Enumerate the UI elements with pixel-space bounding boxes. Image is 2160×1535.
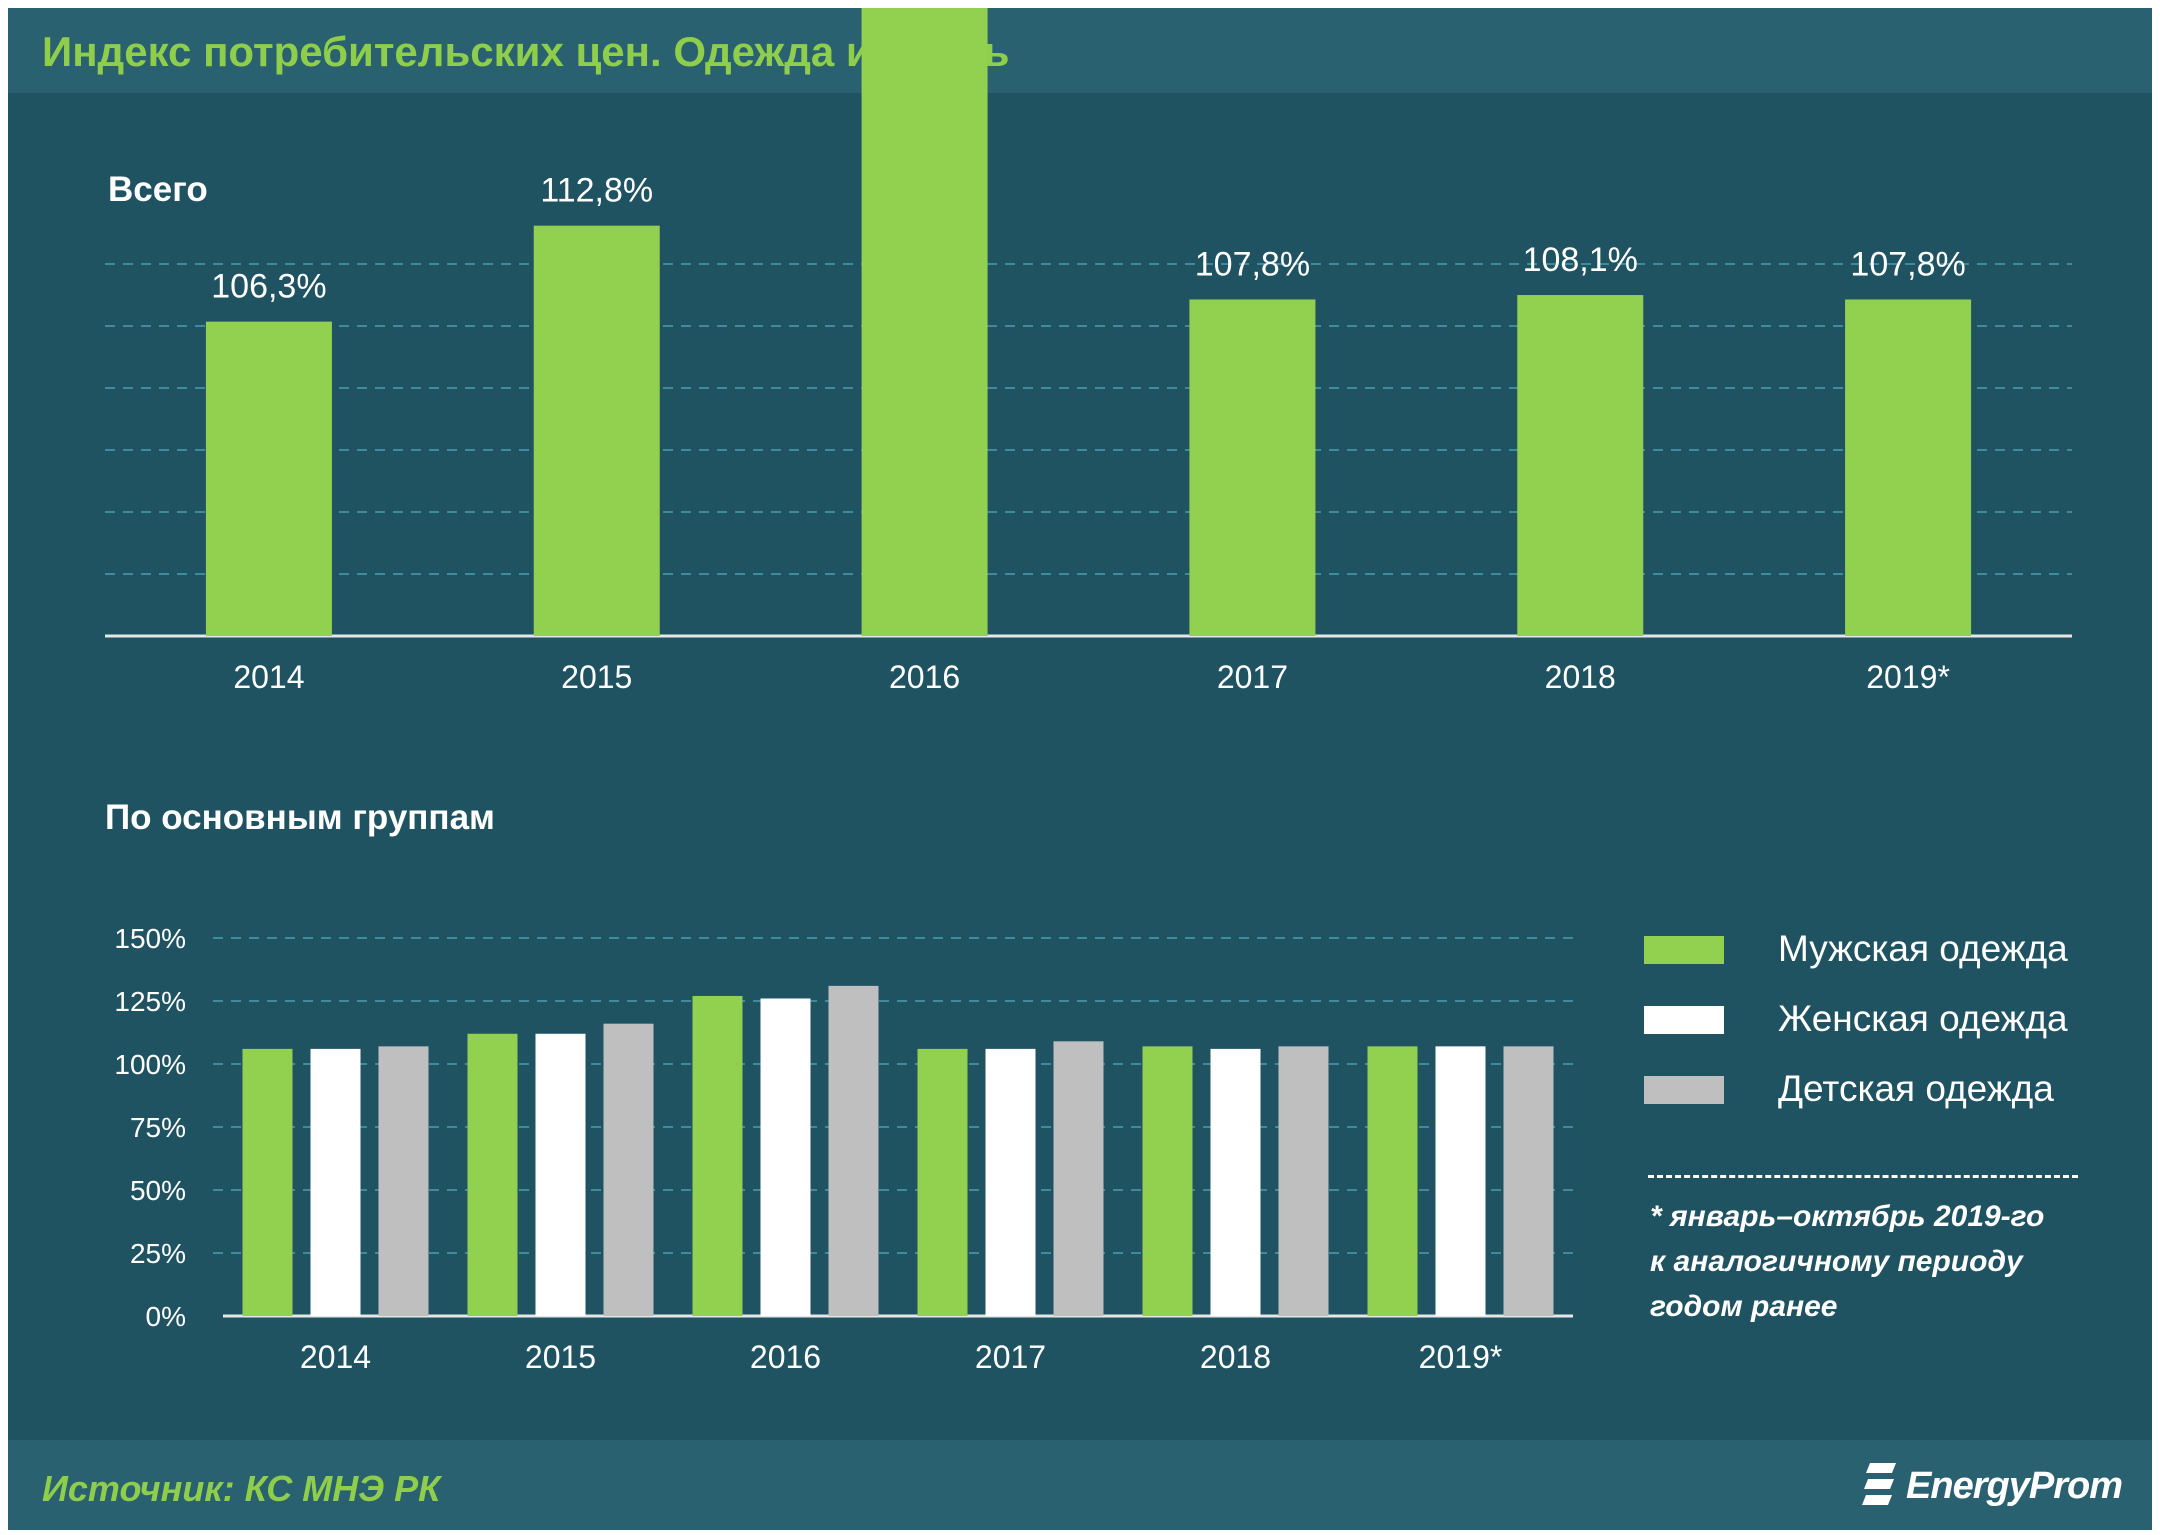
x-tick-label: 2019* (1866, 659, 1950, 695)
legend-swatch-men (1644, 936, 1724, 964)
x-tick-label: 2018 (1200, 1339, 1271, 1375)
y-tick-label: 0% (146, 1301, 186, 1332)
footnote-line-2: к аналогичному периоду (1650, 1245, 2023, 1278)
bar-children-2019* (1503, 1046, 1554, 1316)
bar-men-2014 (242, 1048, 293, 1316)
legend-label-women: Женская одежда (1778, 998, 2068, 1039)
bar-women-2018 (1210, 1048, 1261, 1316)
x-tick-label: 2015 (525, 1339, 596, 1375)
x-tick-label: 2015 (561, 659, 632, 695)
data-label: 106,3% (211, 268, 326, 306)
y-tick-label: 25% (130, 1238, 186, 1269)
bar-total-2016 (861, 8, 988, 636)
footnote-line-3: годом ранее (1650, 1290, 1838, 1323)
chart1-title: Всего (108, 170, 208, 209)
footnote-line-1: * январь–октябрь 2019-го (1650, 1200, 2045, 1233)
bar-women-2017 (985, 1048, 1036, 1316)
bar-children-2018 (1278, 1046, 1329, 1316)
chart2-title: По основным группам (105, 798, 495, 837)
legend-label-men: Мужская одежда (1778, 928, 2068, 969)
x-tick-label: 2018 (1545, 659, 1616, 695)
x-tick-label: 2014 (300, 1339, 371, 1375)
data-label: 112,8% (540, 172, 653, 210)
data-label: 108,1% (1523, 241, 1638, 279)
x-tick-label: 2017 (975, 1339, 1046, 1375)
bar-total-2017 (1189, 299, 1316, 636)
data-label: 107,8% (1850, 245, 1965, 283)
x-tick-label: 2019* (1419, 1339, 1503, 1375)
energyprom-logo-icon (1862, 1463, 1897, 1505)
source-text: Источник: КС МНЭ РК (42, 1468, 441, 1509)
energyprom-logo: EnergyProm (1862, 1458, 2123, 1514)
y-tick-label: 75% (130, 1112, 186, 1143)
bar-men-2016 (692, 995, 743, 1316)
bar-children-2017 (1053, 1041, 1104, 1316)
total-cpi-chart: 106,3%2014112,8%2015127,9%2016107,8%2017… (105, 8, 2072, 695)
y-tick-label: 100% (114, 1049, 186, 1080)
legend-label-children: Детская одежда (1778, 1068, 2054, 1109)
bar-total-2018 (1517, 295, 1644, 636)
legend-separator (1648, 1175, 2078, 1178)
bar-women-2016 (760, 998, 811, 1316)
infographic-frame: Индекс потребительских цен. Одежда и обу… (8, 8, 2152, 1530)
x-tick-label: 2017 (1217, 659, 1288, 695)
title-bar: Индекс потребительских цен. Одежда и обу… (8, 8, 2152, 93)
bar-men-2015 (467, 1033, 518, 1316)
bar-men-2019* (1367, 1046, 1418, 1316)
bar-women-2019* (1435, 1046, 1486, 1316)
y-tick-label: 150% (114, 923, 186, 954)
bar-men-2018 (1142, 1046, 1193, 1316)
groups-cpi-chart: 0% 25% 50% 75% 100% 125% 150% 2014 2015 2016 2017 2… (114, 923, 1573, 1375)
bar-total-2015 (533, 225, 660, 636)
legend-swatch-children (1644, 1076, 1724, 1104)
bar-total-2019* (1845, 299, 1972, 636)
bar-children-2016 (828, 985, 879, 1316)
y-tick-label: 125% (114, 986, 186, 1017)
bar-total-2014 (205, 321, 332, 636)
bar-children-2015 (603, 1023, 654, 1316)
x-tick-label: 2016 (889, 659, 960, 695)
y-tick-label: 50% (130, 1175, 186, 1206)
page-title: Индекс потребительских цен. Одежда и обу… (42, 28, 1010, 75)
footnote: * январь–октябрь 2019-го к аналогичному … (1650, 1194, 2044, 1329)
bar-children-2014 (378, 1046, 429, 1316)
x-tick-label: 2016 (750, 1339, 821, 1375)
legend-swatch-women (1644, 1006, 1724, 1034)
logo-text: EnergyProm (1906, 1464, 2123, 1507)
bar-men-2017 (917, 1048, 968, 1316)
footer-bar: Источник: КС МНЭ РК EnergyProm (8, 1440, 2152, 1530)
bar-women-2015 (535, 1033, 586, 1316)
bar-women-2014 (310, 1048, 361, 1316)
x-tick-label: 2014 (233, 659, 304, 695)
data-label: 107,8% (1195, 245, 1310, 283)
